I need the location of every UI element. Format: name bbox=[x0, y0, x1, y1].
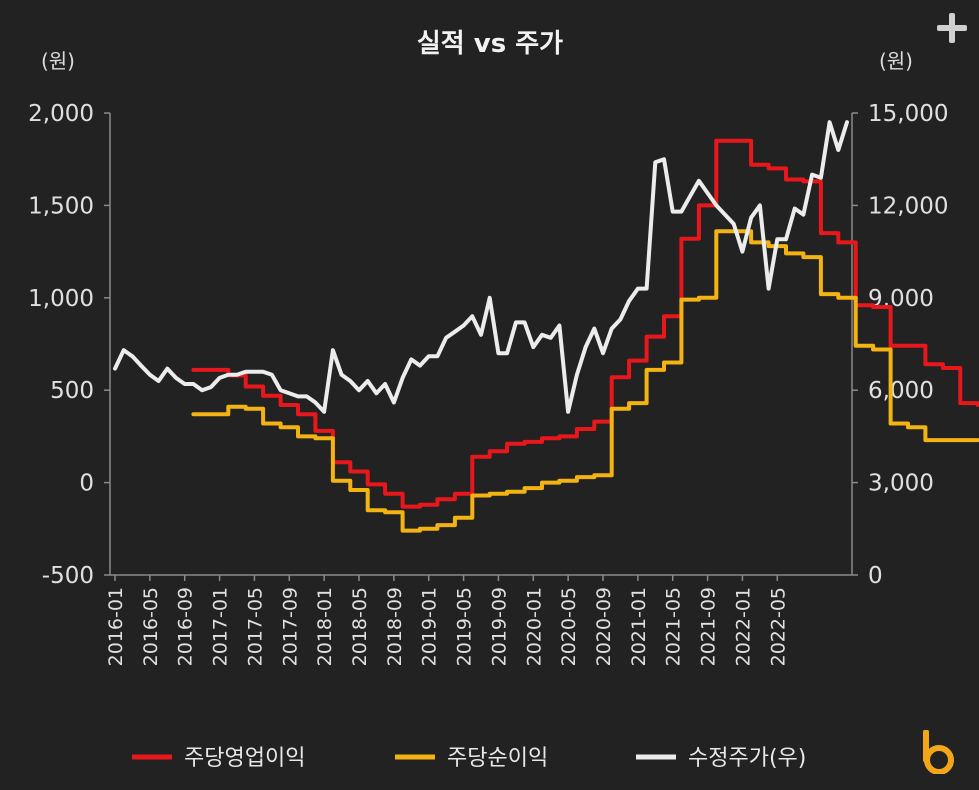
x-tick-label: 2018-09 bbox=[384, 587, 406, 666]
legend-label-3: 수정주가(우) bbox=[688, 746, 806, 771]
y-right-tick-label: 12,000 bbox=[868, 193, 948, 219]
y-right-tick-label: 6,000 bbox=[868, 378, 934, 404]
x-tick-label: 2022-01 bbox=[732, 587, 754, 666]
x-tick-label: 2017-05 bbox=[244, 587, 266, 666]
x-tick-label: 2016-09 bbox=[175, 587, 197, 666]
x-tick-label: 2021-05 bbox=[663, 587, 685, 666]
x-tick-label: 2019-09 bbox=[488, 587, 510, 666]
y-right-unit: (원) bbox=[879, 49, 913, 73]
y-right-tick-label: 15,000 bbox=[868, 101, 948, 127]
x-tick-label: 2018-05 bbox=[349, 587, 371, 666]
legend: 주당영업이익 주당순이익 수정주가(우) bbox=[132, 746, 806, 771]
x-tick-label: 2019-01 bbox=[419, 587, 441, 666]
x-tick-label: 2017-01 bbox=[210, 587, 232, 666]
y-left-tick-label: 1,000 bbox=[28, 286, 94, 312]
x-tick-label: 2018-01 bbox=[314, 587, 336, 666]
brand-logo-icon bbox=[923, 730, 954, 774]
y-left-tick-label: 0 bbox=[79, 471, 94, 497]
series-layer bbox=[113, 120, 979, 533]
y-left-tick-label: -500 bbox=[42, 563, 94, 589]
x-tick-label: 2020-01 bbox=[523, 587, 545, 666]
x-tick-label: 2017-09 bbox=[279, 587, 301, 666]
x-tick-label: 2021-09 bbox=[698, 587, 720, 666]
x-tick-label: 2020-09 bbox=[593, 587, 615, 666]
x-tick-label: 2016-01 bbox=[105, 587, 127, 666]
axes: 2,0001,5001,0005000-50015,00012,0009,000… bbox=[28, 101, 948, 666]
x-tick-label: 2021-01 bbox=[628, 587, 650, 666]
y-left-tick-label: 500 bbox=[50, 378, 94, 404]
legend-label-2: 주당순이익 bbox=[447, 746, 548, 771]
y-left-tick-label: 2,000 bbox=[28, 101, 94, 127]
y-left-unit: (원) bbox=[41, 49, 75, 73]
series-line-3 bbox=[113, 120, 849, 414]
y-right-tick-label: 0 bbox=[868, 563, 883, 589]
series-line-2 bbox=[191, 229, 979, 533]
y-left-tick-label: 1,500 bbox=[28, 193, 94, 219]
x-tick-label: 2020-05 bbox=[558, 587, 580, 666]
legend-label-1: 주당영업이익 bbox=[184, 746, 305, 771]
x-tick-label: 2019-05 bbox=[454, 587, 476, 666]
y-right-tick-label: 3,000 bbox=[868, 471, 934, 497]
x-tick-label: 2016-05 bbox=[140, 587, 162, 666]
expand-plus-icon[interactable] bbox=[934, 10, 970, 46]
chart-title: 실적 vs 주가 bbox=[417, 29, 563, 59]
series-line-1 bbox=[191, 138, 979, 509]
x-tick-label: 2022-05 bbox=[767, 587, 789, 666]
